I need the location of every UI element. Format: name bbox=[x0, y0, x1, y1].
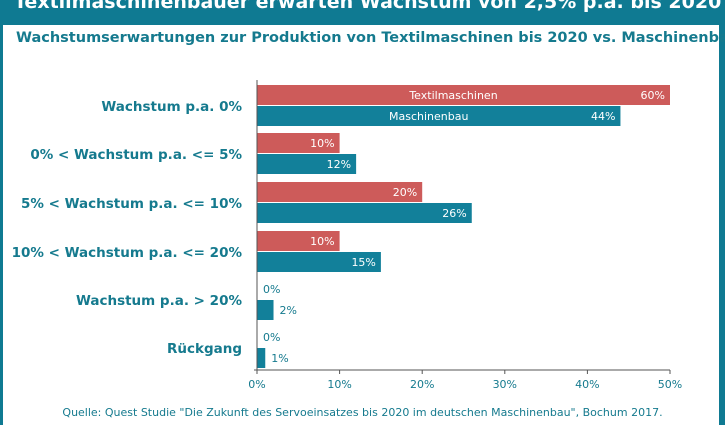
data-label: 60% bbox=[641, 89, 665, 102]
data-label: 26% bbox=[442, 207, 466, 220]
bar-maschinenbau bbox=[257, 348, 266, 368]
bar-maschinenbau bbox=[257, 252, 381, 272]
data-label: 20% bbox=[393, 186, 417, 199]
category-label: 0% < Wachstum p.a. <= 5% bbox=[30, 147, 242, 163]
bar-textilmaschinen bbox=[257, 231, 340, 251]
bar-maschinenbau bbox=[257, 300, 274, 320]
x-tick-label: 30% bbox=[493, 378, 517, 391]
source-note: Quelle: Quest Studie "Die Zukunft des Se… bbox=[62, 406, 663, 419]
bar-maschinenbau bbox=[257, 106, 621, 126]
banner-title: Textilmaschinenbauer erwarten Wachstum v… bbox=[14, 0, 722, 13]
bar-maschinenbau bbox=[257, 154, 357, 174]
bar-textilmaschinen bbox=[257, 133, 340, 153]
chart-title: Wachstumserwartungen zur Produktion von … bbox=[16, 30, 725, 46]
data-label: 10% bbox=[310, 137, 334, 150]
data-label: 2% bbox=[280, 304, 297, 317]
bar-maschinenbau bbox=[257, 203, 472, 223]
x-tick-label: 20% bbox=[410, 378, 434, 391]
x-tick-label: 10% bbox=[327, 378, 351, 391]
x-tick-label: 50% bbox=[658, 378, 682, 391]
x-tick-label: 40% bbox=[575, 378, 599, 391]
data-label: 0% bbox=[263, 283, 280, 296]
bar-textilmaschinen bbox=[257, 182, 423, 202]
data-label: 44% bbox=[591, 110, 615, 123]
data-label: 1% bbox=[271, 352, 288, 365]
category-label: 5% < Wachstum p.a. <= 10% bbox=[21, 196, 242, 212]
category-label: Rückgang bbox=[167, 341, 242, 357]
data-label: 10% bbox=[310, 235, 334, 248]
data-label: 15% bbox=[351, 256, 375, 269]
legend-maschinenbau: Maschinenbau bbox=[389, 110, 468, 123]
data-label: 0% bbox=[263, 331, 280, 344]
x-tick-label: 0% bbox=[248, 378, 265, 391]
category-label: Wachstum p.a. > 20% bbox=[76, 293, 243, 309]
category-label: Wachstum p.a. 0% bbox=[101, 99, 242, 115]
bar-textilmaschinen bbox=[257, 85, 670, 105]
legend-textilmaschinen: Textilmaschinen bbox=[408, 89, 497, 102]
category-label: 10% < Wachstum p.a. <= 20% bbox=[12, 245, 243, 261]
data-label: 12% bbox=[327, 158, 351, 171]
